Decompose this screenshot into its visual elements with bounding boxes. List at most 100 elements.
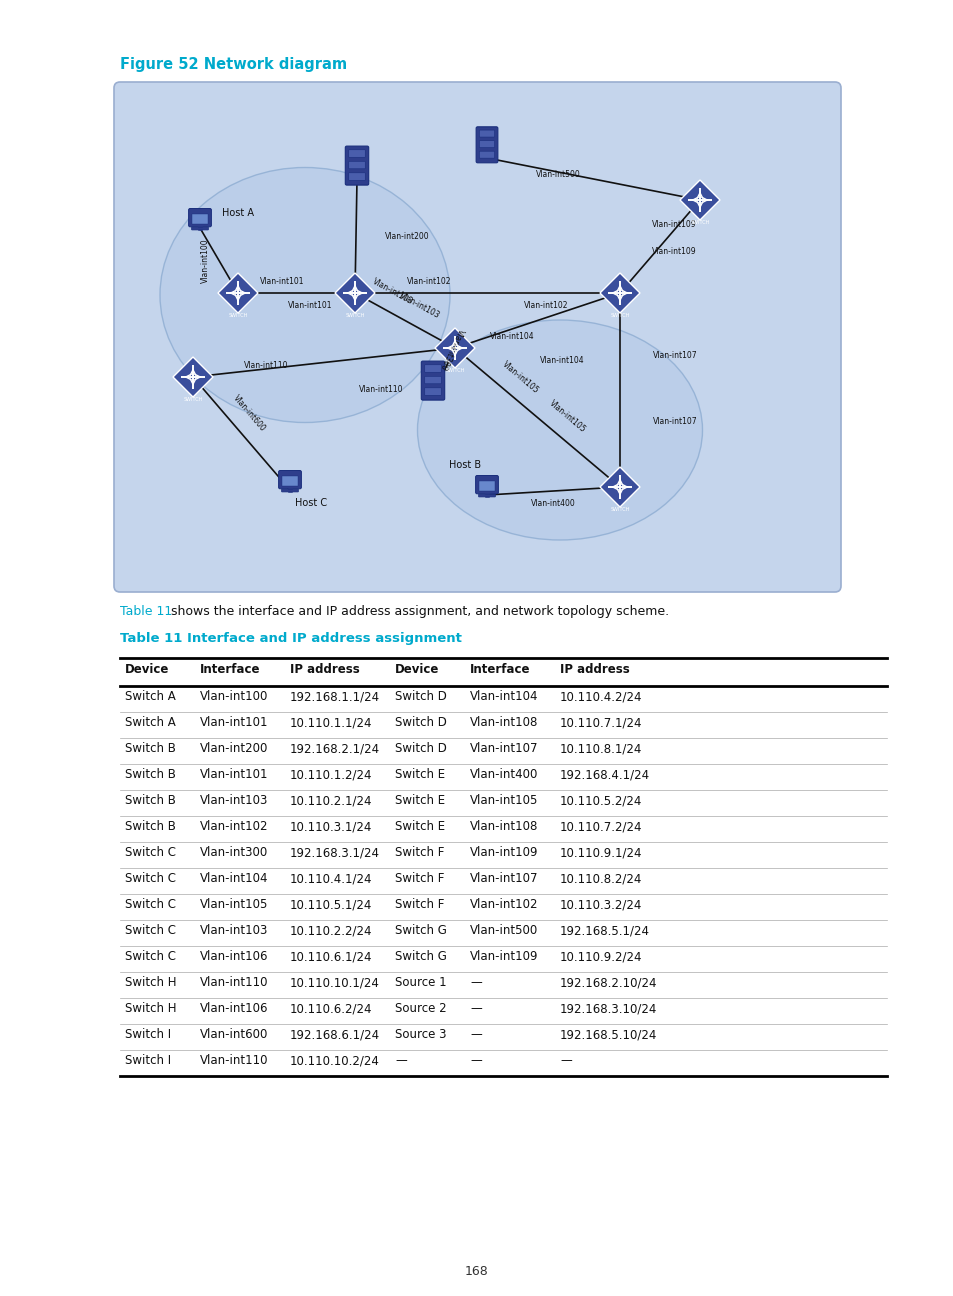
- Text: Vlan-int300: Vlan-int300: [200, 846, 268, 859]
- Text: Vlan-int110: Vlan-int110: [200, 976, 268, 989]
- Text: Device: Device: [125, 664, 170, 677]
- FancyBboxPatch shape: [424, 388, 441, 395]
- Text: Vlan-int104: Vlan-int104: [490, 332, 535, 341]
- Text: —: —: [559, 1054, 571, 1067]
- FancyBboxPatch shape: [479, 481, 494, 490]
- FancyBboxPatch shape: [424, 364, 441, 372]
- FancyBboxPatch shape: [479, 141, 494, 148]
- Text: Switch F: Switch F: [395, 846, 444, 859]
- Text: Switch C: Switch C: [125, 950, 175, 963]
- Text: Vlan-int104: Vlan-int104: [200, 872, 268, 885]
- Text: Switch I: Switch I: [125, 1028, 171, 1041]
- Ellipse shape: [417, 320, 701, 540]
- Text: Switch A: Switch A: [125, 689, 175, 702]
- Text: Switch G: Switch G: [395, 924, 446, 937]
- Text: Vlan-int500: Vlan-int500: [536, 170, 580, 179]
- FancyBboxPatch shape: [189, 209, 212, 227]
- FancyBboxPatch shape: [282, 476, 297, 486]
- Text: 192.168.3.10/24: 192.168.3.10/24: [559, 1002, 657, 1015]
- Text: Vlan-int107: Vlan-int107: [652, 351, 697, 359]
- Text: 192.168.5.10/24: 192.168.5.10/24: [559, 1028, 657, 1041]
- Text: Vlan-int400: Vlan-int400: [470, 769, 537, 781]
- Text: —: —: [395, 1054, 406, 1067]
- Text: 10.110.4.2/24: 10.110.4.2/24: [559, 689, 641, 702]
- Text: Source 2: Source 2: [395, 1002, 446, 1015]
- Text: 192.168.6.1/24: 192.168.6.1/24: [290, 1028, 379, 1041]
- Text: Vlan-int102: Vlan-int102: [470, 898, 537, 911]
- Text: Source 3: Source 3: [395, 1028, 446, 1041]
- Text: Switch F: Switch F: [395, 872, 444, 885]
- Text: Vlan-int109: Vlan-int109: [651, 220, 696, 229]
- Text: Vlan-int500: Vlan-int500: [470, 924, 537, 937]
- FancyBboxPatch shape: [113, 82, 841, 592]
- Text: Vlan-int109: Vlan-int109: [470, 846, 537, 859]
- Text: Vlan-int100: Vlan-int100: [200, 238, 210, 283]
- Text: 10.110.2.1/24: 10.110.2.1/24: [290, 794, 372, 807]
- Text: 10.110.10.1/24: 10.110.10.1/24: [290, 976, 379, 989]
- Text: Vlan-int101: Vlan-int101: [288, 301, 333, 310]
- Text: SWITCH: SWITCH: [345, 314, 364, 318]
- Polygon shape: [599, 273, 639, 314]
- Text: 10.110.6.2/24: 10.110.6.2/24: [290, 1002, 372, 1015]
- Text: Table 11 Interface and IP address assignment: Table 11 Interface and IP address assign…: [120, 632, 461, 645]
- Text: Figure 52 Network diagram: Figure 52 Network diagram: [120, 57, 347, 73]
- Text: Table 11: Table 11: [120, 605, 172, 618]
- Text: 10.110.2.2/24: 10.110.2.2/24: [290, 924, 372, 937]
- Text: 10.110.7.1/24: 10.110.7.1/24: [559, 715, 641, 728]
- FancyBboxPatch shape: [192, 227, 208, 229]
- Text: Vlan-int103: Vlan-int103: [371, 276, 415, 306]
- Polygon shape: [335, 273, 375, 314]
- Text: 192.168.2.1/24: 192.168.2.1/24: [290, 743, 379, 756]
- Text: 10.110.4.1/24: 10.110.4.1/24: [290, 872, 372, 885]
- Text: —: —: [470, 976, 481, 989]
- Text: Switch B: Switch B: [125, 769, 175, 781]
- Text: Vlan-int106: Vlan-int106: [200, 950, 268, 963]
- Text: Switch D: Switch D: [395, 715, 446, 728]
- Text: Switch C: Switch C: [125, 898, 175, 911]
- Text: SWITCH: SWITCH: [228, 314, 248, 318]
- Polygon shape: [218, 273, 257, 314]
- Text: Switch G: Switch G: [395, 950, 446, 963]
- FancyBboxPatch shape: [349, 150, 365, 157]
- Text: Vlan-int105: Vlan-int105: [547, 399, 586, 434]
- Text: 192.168.4.1/24: 192.168.4.1/24: [559, 769, 649, 781]
- FancyBboxPatch shape: [281, 489, 298, 492]
- Text: 10.110.5.2/24: 10.110.5.2/24: [559, 794, 641, 807]
- Text: Vlan-int200: Vlan-int200: [385, 232, 429, 241]
- Text: Interface: Interface: [470, 664, 530, 677]
- Polygon shape: [599, 467, 639, 507]
- Text: 192.168.3.1/24: 192.168.3.1/24: [290, 846, 379, 859]
- Text: shows the interface and IP address assignment, and network topology scheme.: shows the interface and IP address assig…: [167, 605, 668, 618]
- Text: Vlan-int103: Vlan-int103: [200, 924, 268, 937]
- FancyBboxPatch shape: [349, 161, 365, 168]
- Text: Vlan-int107: Vlan-int107: [470, 872, 537, 885]
- Text: Switch F: Switch F: [395, 898, 444, 911]
- FancyBboxPatch shape: [193, 214, 208, 223]
- Text: Vlan-int110: Vlan-int110: [244, 362, 289, 369]
- Text: Device: Device: [395, 664, 439, 677]
- Text: Switch B: Switch B: [125, 794, 175, 807]
- FancyBboxPatch shape: [479, 152, 494, 158]
- Text: Vlan-int400: Vlan-int400: [531, 499, 576, 508]
- Text: Switch E: Switch E: [395, 794, 445, 807]
- Text: Vlan-int600: Vlan-int600: [232, 394, 267, 433]
- Text: 10.110.5.1/24: 10.110.5.1/24: [290, 898, 372, 911]
- Text: Switch A: Switch A: [125, 715, 175, 728]
- Text: Vlan-int110: Vlan-int110: [359, 385, 403, 394]
- Text: Switch H: Switch H: [125, 976, 176, 989]
- Text: Switch C: Switch C: [125, 872, 175, 885]
- FancyBboxPatch shape: [476, 127, 497, 163]
- Text: Vlan-int105: Vlan-int105: [470, 794, 537, 807]
- Text: Vlan-int103: Vlan-int103: [200, 794, 268, 807]
- Text: Vlan-int101: Vlan-int101: [200, 715, 268, 728]
- Text: Vlan-int102: Vlan-int102: [200, 820, 268, 833]
- Text: Vlan-int600: Vlan-int600: [200, 1028, 268, 1041]
- FancyBboxPatch shape: [349, 172, 365, 180]
- Text: 10.110.9.1/24: 10.110.9.1/24: [559, 846, 641, 859]
- Text: Vlan-int101: Vlan-int101: [260, 277, 304, 286]
- FancyBboxPatch shape: [479, 130, 494, 137]
- Text: SWITCH: SWITCH: [690, 220, 709, 226]
- Text: Vlan-int107: Vlan-int107: [470, 743, 537, 756]
- FancyBboxPatch shape: [476, 476, 497, 494]
- Text: Switch D: Switch D: [395, 743, 446, 756]
